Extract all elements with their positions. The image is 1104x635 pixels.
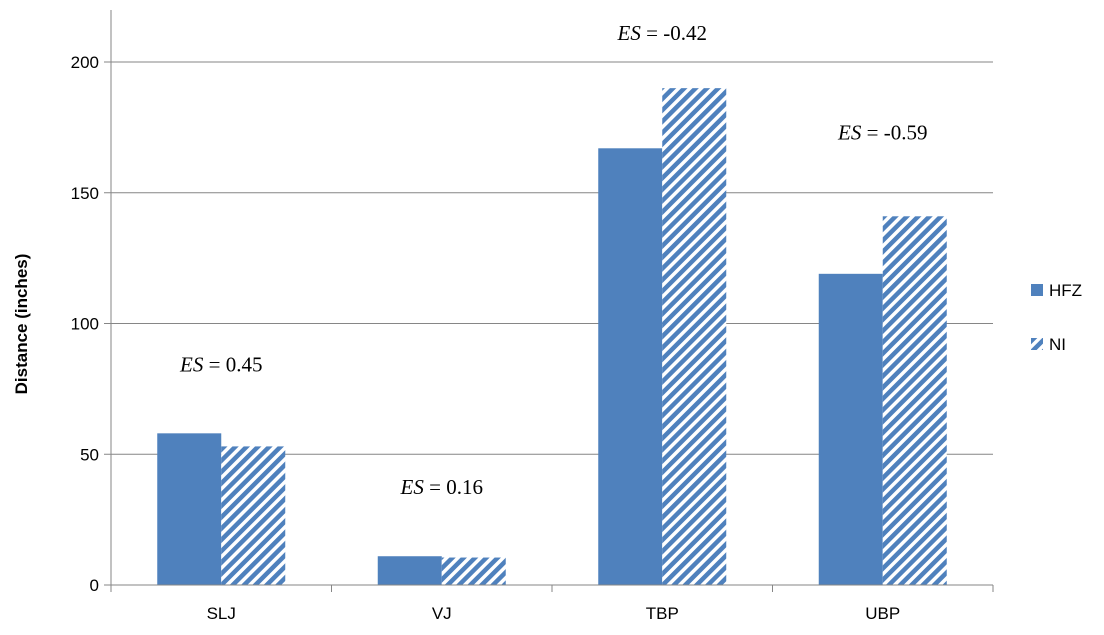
bar-hfz-tbp (598, 148, 663, 586)
y-tick-label: 100 (71, 315, 99, 334)
legend: HFZ NI (1031, 281, 1082, 354)
y-tick-label: 150 (71, 184, 99, 203)
bar-hfz-slj (157, 433, 222, 585)
x-tick-label: VJ (432, 604, 452, 623)
x-tick-labels: SLJ VJ TBP UBP (207, 604, 901, 623)
effect-size-value: = -0.59 (861, 120, 927, 144)
y-tick-labels: 0 50 100 150 200 (71, 53, 99, 595)
bar-hfz-vj (377, 556, 442, 585)
bars (157, 88, 947, 586)
effect-size-label: ES = -0.42 (617, 21, 707, 45)
effect-size-value: = 0.16 (424, 475, 483, 499)
effect-size-symbol: ES (617, 21, 642, 45)
effect-size-label: ES = 0.16 (400, 475, 483, 499)
legend-swatch-ni (1031, 338, 1043, 350)
bar-ni-ubp (882, 216, 947, 585)
y-tick-label: 50 (80, 445, 99, 464)
y-tick-label: 0 (90, 576, 99, 595)
effect-size-symbol: ES (400, 475, 425, 499)
bar-ni-tbp (662, 88, 727, 586)
effect-size-value: = -0.42 (641, 21, 707, 45)
bar-ni-slj (221, 446, 286, 585)
axes (110, 10, 994, 592)
effect-size-value: = 0.45 (203, 352, 262, 376)
effect-size-symbol: ES (837, 120, 862, 144)
legend-label-ni: NI (1049, 335, 1066, 354)
x-tick-label: TBP (646, 604, 679, 623)
y-axis-label: Distance (inches) (12, 254, 31, 395)
legend-label-hfz: HFZ (1049, 281, 1082, 300)
x-tick-label: UBP (865, 604, 900, 623)
y-tick-label: 200 (71, 53, 99, 72)
x-tick-label: SLJ (207, 604, 236, 623)
bar-ni-vj (441, 557, 506, 585)
effect-size-label: ES = -0.59 (837, 120, 927, 144)
legend-swatch-hfz (1031, 284, 1043, 296)
bar-hfz-ubp (818, 273, 883, 585)
effect-size-symbol: ES (179, 352, 204, 376)
effect-size-label: ES = 0.45 (179, 352, 262, 376)
